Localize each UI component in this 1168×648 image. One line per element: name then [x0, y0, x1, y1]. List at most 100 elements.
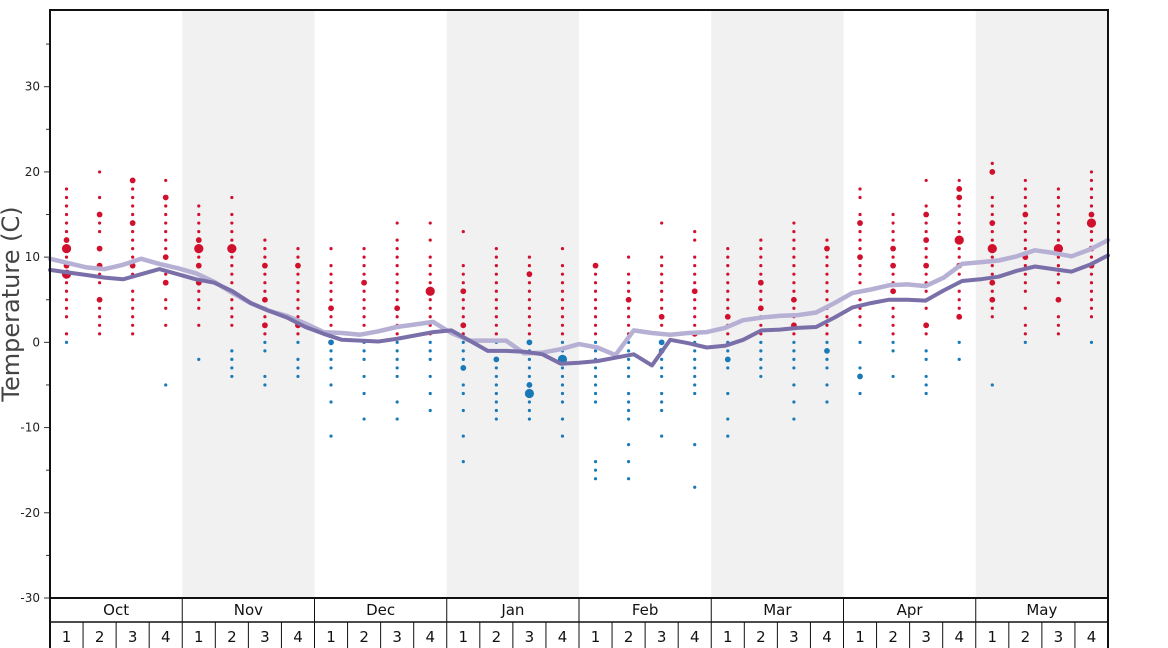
observation-dot — [825, 255, 829, 259]
observation-dot — [990, 195, 994, 200]
observation-dot — [726, 255, 730, 259]
observation-dot — [990, 212, 994, 217]
observation-dot — [660, 400, 664, 404]
observation-dot — [924, 349, 928, 353]
week-label: 3 — [525, 628, 535, 646]
observation-dot — [693, 238, 697, 242]
observation-dot — [97, 315, 102, 319]
observation-dot — [64, 298, 69, 302]
observation-dot — [956, 313, 963, 320]
observation-dot — [593, 383, 598, 387]
observation-dot — [197, 204, 201, 208]
observation-dot — [891, 306, 895, 310]
observation-dot — [890, 262, 896, 269]
month-label: Nov — [234, 601, 263, 619]
observation-dot — [724, 356, 731, 363]
observation-dot — [527, 281, 532, 285]
week-label: 3 — [921, 628, 931, 646]
observation-dot — [660, 281, 664, 285]
observation-dot — [395, 272, 399, 276]
observation-dot — [1056, 255, 1061, 259]
observation-dot — [726, 349, 730, 353]
observation-dot — [891, 229, 895, 234]
observation-dot — [197, 357, 201, 361]
observation-dot — [263, 281, 267, 285]
observation-dot — [924, 332, 928, 336]
observation-dot — [494, 366, 498, 370]
observation-dot — [1023, 340, 1027, 344]
observation-dot — [461, 349, 465, 353]
observation-dot — [328, 305, 334, 312]
observation-dot — [1023, 187, 1027, 191]
observation-dot — [1023, 221, 1027, 225]
observation-dot — [64, 221, 69, 225]
observation-dot — [494, 255, 498, 259]
y-tick-label: 10 — [25, 250, 40, 264]
observation-dot — [792, 289, 796, 293]
observation-dot — [560, 264, 565, 268]
observation-dot — [990, 229, 994, 234]
observation-dot — [660, 434, 664, 438]
observation-dot — [131, 332, 135, 336]
observation-dot — [792, 238, 796, 242]
observation-dot — [989, 279, 996, 286]
observation-dot — [296, 306, 300, 310]
observation-dot — [890, 245, 896, 252]
observation-dot — [858, 195, 862, 200]
observation-dot — [428, 408, 432, 413]
observation-dot — [593, 306, 598, 310]
observation-dot — [660, 272, 664, 276]
observation-dot — [1023, 204, 1027, 208]
observation-dot — [1056, 315, 1061, 319]
observation-dot — [296, 332, 300, 336]
observation-dot — [524, 388, 535, 399]
observation-dot — [792, 264, 796, 268]
observation-dot — [195, 237, 202, 243]
y-axis: -30 -20 -10 0 10 20 30 — [20, 43, 50, 605]
observation-dot — [263, 315, 267, 319]
observation-dot — [792, 417, 796, 421]
observation-dot — [329, 434, 333, 438]
observation-dot — [693, 272, 697, 276]
observation-dot — [395, 366, 399, 370]
observation-dot — [494, 391, 498, 396]
observation-dot — [759, 272, 763, 276]
observation-dot — [990, 255, 994, 259]
observation-dot — [425, 286, 435, 296]
observation-dot — [726, 289, 730, 293]
observation-dot — [560, 323, 565, 327]
observation-dot — [494, 281, 498, 285]
observation-dot — [164, 383, 168, 387]
observation-dot — [858, 298, 862, 302]
observation-dot — [726, 281, 730, 285]
week-label: 4 — [822, 628, 832, 646]
observation-dot — [460, 288, 467, 295]
observation-dot — [693, 255, 697, 259]
observation-dot — [329, 264, 333, 268]
observation-dot — [858, 340, 862, 344]
observation-dot — [461, 306, 465, 310]
observation-dot — [825, 264, 829, 268]
observation-dot — [560, 332, 565, 336]
observation-dot — [990, 161, 994, 165]
observation-dot — [230, 195, 234, 200]
week-label: 4 — [1087, 628, 1097, 646]
observation-dot — [726, 332, 730, 336]
observation-dot — [1056, 332, 1061, 336]
observation-dot — [1089, 178, 1094, 183]
month-label: Apr — [897, 601, 924, 619]
observation-dot — [660, 255, 664, 259]
observation-dot — [428, 281, 432, 285]
observation-dot — [954, 235, 964, 245]
observation-dot — [329, 281, 333, 285]
observation-dot — [726, 417, 730, 421]
observation-dot — [726, 391, 730, 396]
week-label: 2 — [95, 628, 105, 646]
observation-dot — [395, 349, 399, 353]
observation-dot — [593, 332, 598, 336]
week-label: 2 — [624, 628, 634, 646]
observation-dot — [162, 279, 169, 286]
observation-dot — [957, 247, 961, 251]
observation-dot — [395, 247, 399, 251]
observation-dot — [1089, 238, 1094, 242]
